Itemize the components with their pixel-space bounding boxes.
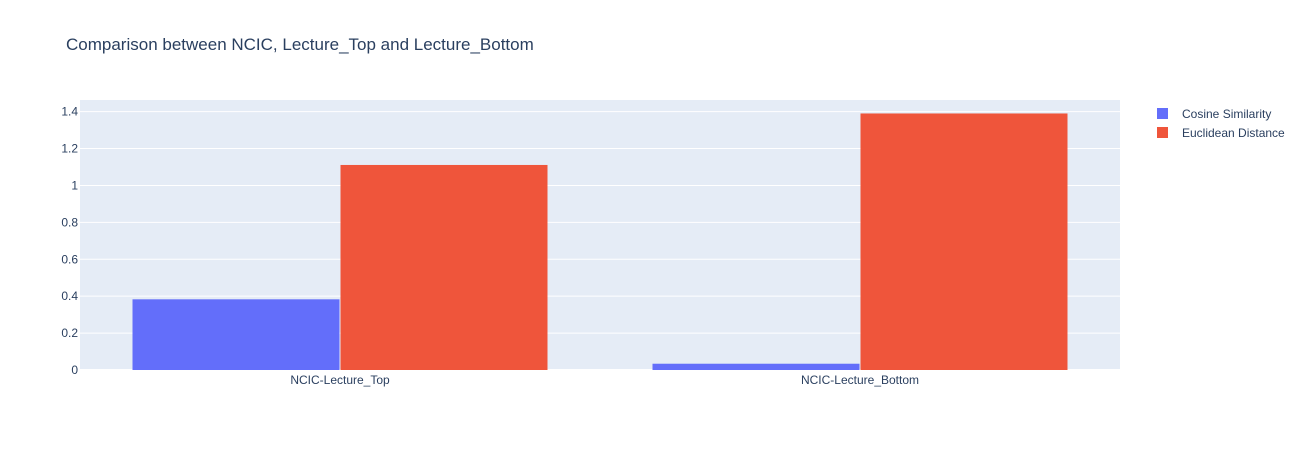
legend-label: Cosine Similarity	[1182, 107, 1271, 121]
bar-cosine-similarity[interactable]	[132, 299, 340, 370]
x-tick-label: NCIC-Lecture_Top	[290, 373, 390, 387]
x-tick-label: NCIC-Lecture_Bottom	[801, 373, 919, 387]
legend-label: Euclidean Distance	[1182, 126, 1285, 140]
chart-title: Comparison between NCIC, Lecture_Top and…	[66, 35, 534, 54]
y-tick-label: 1.4	[61, 105, 78, 119]
legend-item[interactable]: Euclidean Distance	[1157, 126, 1285, 140]
bar-euclidean-distance[interactable]	[340, 164, 548, 370]
y-tick-label: 0.6	[61, 252, 78, 266]
y-tick-label: 0.4	[61, 289, 78, 303]
y-tick-label: 0.8	[61, 215, 78, 229]
bar-euclidean-distance[interactable]	[860, 113, 1068, 370]
legend-swatch	[1157, 127, 1168, 138]
y-tick-label: 1	[71, 178, 78, 192]
y-tick-label: 0.2	[61, 326, 78, 340]
bar-cosine-similarity[interactable]	[652, 363, 860, 370]
legend-swatch	[1157, 108, 1168, 119]
y-tick-label: 0	[71, 363, 78, 377]
y-axis-ticks: 0 0.2 0.4 0.6 0.8 1 1.2 1.4	[61, 105, 78, 377]
legend[interactable]: Cosine Similarity Euclidean Distance	[1157, 107, 1285, 140]
bars	[132, 113, 1068, 370]
y-tick-label: 1.2	[61, 142, 78, 156]
legend-item[interactable]: Cosine Similarity	[1157, 107, 1271, 121]
x-axis-ticks: NCIC-Lecture_Top NCIC-Lecture_Bottom	[290, 373, 919, 387]
